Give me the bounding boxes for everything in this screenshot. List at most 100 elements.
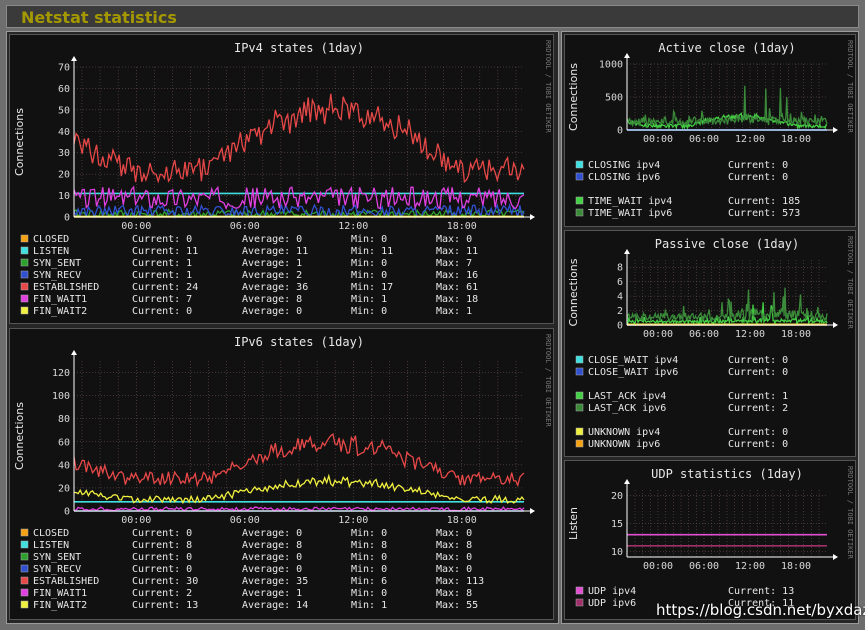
legend-max: Max: 0 — [436, 564, 472, 575]
legend-current: Current: 0 — [728, 172, 788, 183]
y-tick-label: 10 — [58, 191, 70, 202]
y-tick-label: 4 — [617, 292, 623, 303]
x-tick-label: 18:00 — [781, 329, 811, 340]
legend-average: Average: 0 — [242, 306, 302, 317]
y-tick-label: 0 — [617, 321, 623, 332]
legend-swatch — [20, 552, 29, 561]
y-axis-arrow — [624, 249, 630, 254]
legend-average: Average: 2 — [242, 270, 302, 281]
x-tick-label: 12:00 — [338, 221, 368, 232]
udp-statistics-graph[interactable]: UDP statistics (1day) Listen RRDTOOL / TOB… — [564, 460, 856, 620]
legend-max: Max: 8 — [436, 540, 472, 551]
legend-average: Average: 0 — [242, 234, 302, 245]
legend-swatch — [20, 270, 29, 279]
x-tick-label: 00:00 — [121, 221, 151, 232]
legend-swatch — [575, 196, 584, 205]
y-tick-label: 60 — [58, 84, 70, 95]
y-tick-label: 20 — [58, 170, 70, 181]
legend-current: Current: 0 — [132, 234, 192, 245]
legend-swatch — [20, 528, 29, 537]
legend-name: CLOSING ipv6 — [588, 172, 660, 183]
rrdtool-credit: RRDTOOL / TOBI OETIKER — [544, 40, 552, 134]
y-tick-label: 60 — [58, 437, 70, 448]
y-tick-label: 15 — [611, 519, 623, 530]
legend-min: Min: 0 — [351, 528, 387, 539]
legend-name: FIN_WAIT2 — [33, 306, 87, 317]
passive-close-graph[interactable]: Passive close (1day) Connections RRDTOOL /… — [564, 230, 856, 457]
legend-max: Max: 11 — [436, 246, 478, 257]
y-axis-arrow — [624, 479, 630, 484]
legend-swatch — [575, 427, 584, 436]
legend-name: TIME_WAIT ipv4 — [588, 196, 672, 207]
legend-current: Current: 0 — [132, 564, 192, 575]
legend-name: LAST_ACK ipv6 — [588, 403, 666, 414]
ipv6-states-graph[interactable]: IPv6 states (1day) Connections RRDTOOL / T… — [9, 328, 554, 620]
x-tick-label: 18:00 — [447, 515, 477, 526]
legend-current: Current: 30 — [132, 576, 198, 587]
legend-name: UNKNOWN ipv4 — [588, 427, 660, 438]
x-tick-label: 12:00 — [735, 134, 765, 145]
legend-swatch — [575, 367, 584, 376]
legend-name: CLOSED — [33, 234, 69, 245]
rrdtool-credit: RRDTOOL / TOBI OETIKER — [846, 466, 854, 560]
x-tick-label: 00:00 — [643, 561, 673, 572]
rrdtool-credit: RRDTOOL / TOBI OETIKER — [544, 334, 552, 428]
legend-swatch — [20, 282, 29, 291]
x-tick-label: 06:00 — [689, 134, 719, 145]
legend-name: UNKNOWN ipv6 — [588, 439, 660, 450]
legend-max: Max: 0 — [436, 234, 472, 245]
legend-min: Min: 0 — [351, 552, 387, 563]
legend-swatch — [20, 258, 29, 267]
x-axis-arrow — [530, 214, 535, 220]
y-tick-label: 40 — [58, 460, 70, 471]
legend-min: Min: 17 — [351, 282, 393, 293]
x-tick-label: 00:00 — [643, 134, 673, 145]
y-tick-label: 80 — [58, 414, 70, 425]
x-axis-arrow — [833, 322, 838, 328]
y-axis-label: Connections — [567, 258, 580, 326]
legend-name: FIN_WAIT1 — [33, 294, 87, 305]
y-tick-label: 120 — [52, 368, 70, 379]
watermark-url: https://blog.csdn.net/byxdaz — [656, 601, 865, 619]
rrdtool-credit: RRDTOOL / TOBI OETIKER — [846, 40, 854, 134]
page-header: Netstat statistics — [6, 5, 859, 28]
legend-average: Average: 14 — [242, 600, 308, 611]
x-tick-label: 06:00 — [689, 561, 719, 572]
legend-max: Max: 55 — [436, 600, 478, 611]
legend-swatch — [20, 234, 29, 243]
series-line-time-wait-ipv4 — [626, 111, 828, 131]
legend-swatch — [20, 576, 29, 585]
legend-min: Min: 11 — [351, 246, 393, 257]
chart-title: Active close (1day) — [658, 41, 795, 55]
legend-max: Max: 0 — [436, 552, 472, 563]
y-tick-label: 0 — [64, 507, 70, 518]
legend-swatch — [20, 294, 29, 303]
legend-swatch — [20, 306, 29, 315]
legend-current: Current: 0 — [728, 160, 788, 171]
x-tick-label: 06:00 — [689, 329, 719, 340]
legend-min: Min: 0 — [351, 588, 387, 599]
legend-current: Current: 11 — [728, 598, 794, 609]
legend-max: Max: 61 — [436, 282, 478, 293]
legend-max: Max: 113 — [436, 576, 484, 587]
series-line-fin-wait1 — [73, 185, 525, 210]
legend-max: Max: 8 — [436, 588, 472, 599]
y-axis-arrow — [71, 56, 77, 61]
legend-current: Current: 573 — [728, 208, 800, 219]
legend-swatch — [575, 586, 584, 595]
y-tick-label: 100 — [52, 391, 70, 402]
legend-current: Current: 8 — [132, 540, 192, 551]
series-line-time-wait-ipv6 — [626, 85, 828, 128]
y-tick-label: 70 — [58, 63, 70, 74]
y-tick-label: 0 — [617, 126, 623, 137]
legend-current: Current: 0 — [728, 427, 788, 438]
legend-name: LISTEN — [33, 246, 69, 257]
legend-swatch — [575, 391, 584, 400]
x-axis-arrow — [833, 127, 838, 133]
series-line-last-ack-ipv4 — [626, 302, 828, 326]
legend-name: ESTABLISHED — [33, 282, 99, 293]
active-close-graph[interactable]: Active close (1day) Connections RRDTOOL / … — [564, 34, 856, 227]
y-tick-label: 0 — [64, 213, 70, 224]
ipv4-states-graph[interactable]: IPv4 states (1day) Connections RRDTOOL / T… — [9, 34, 554, 324]
legend-name: LAST_ACK ipv4 — [588, 391, 666, 402]
